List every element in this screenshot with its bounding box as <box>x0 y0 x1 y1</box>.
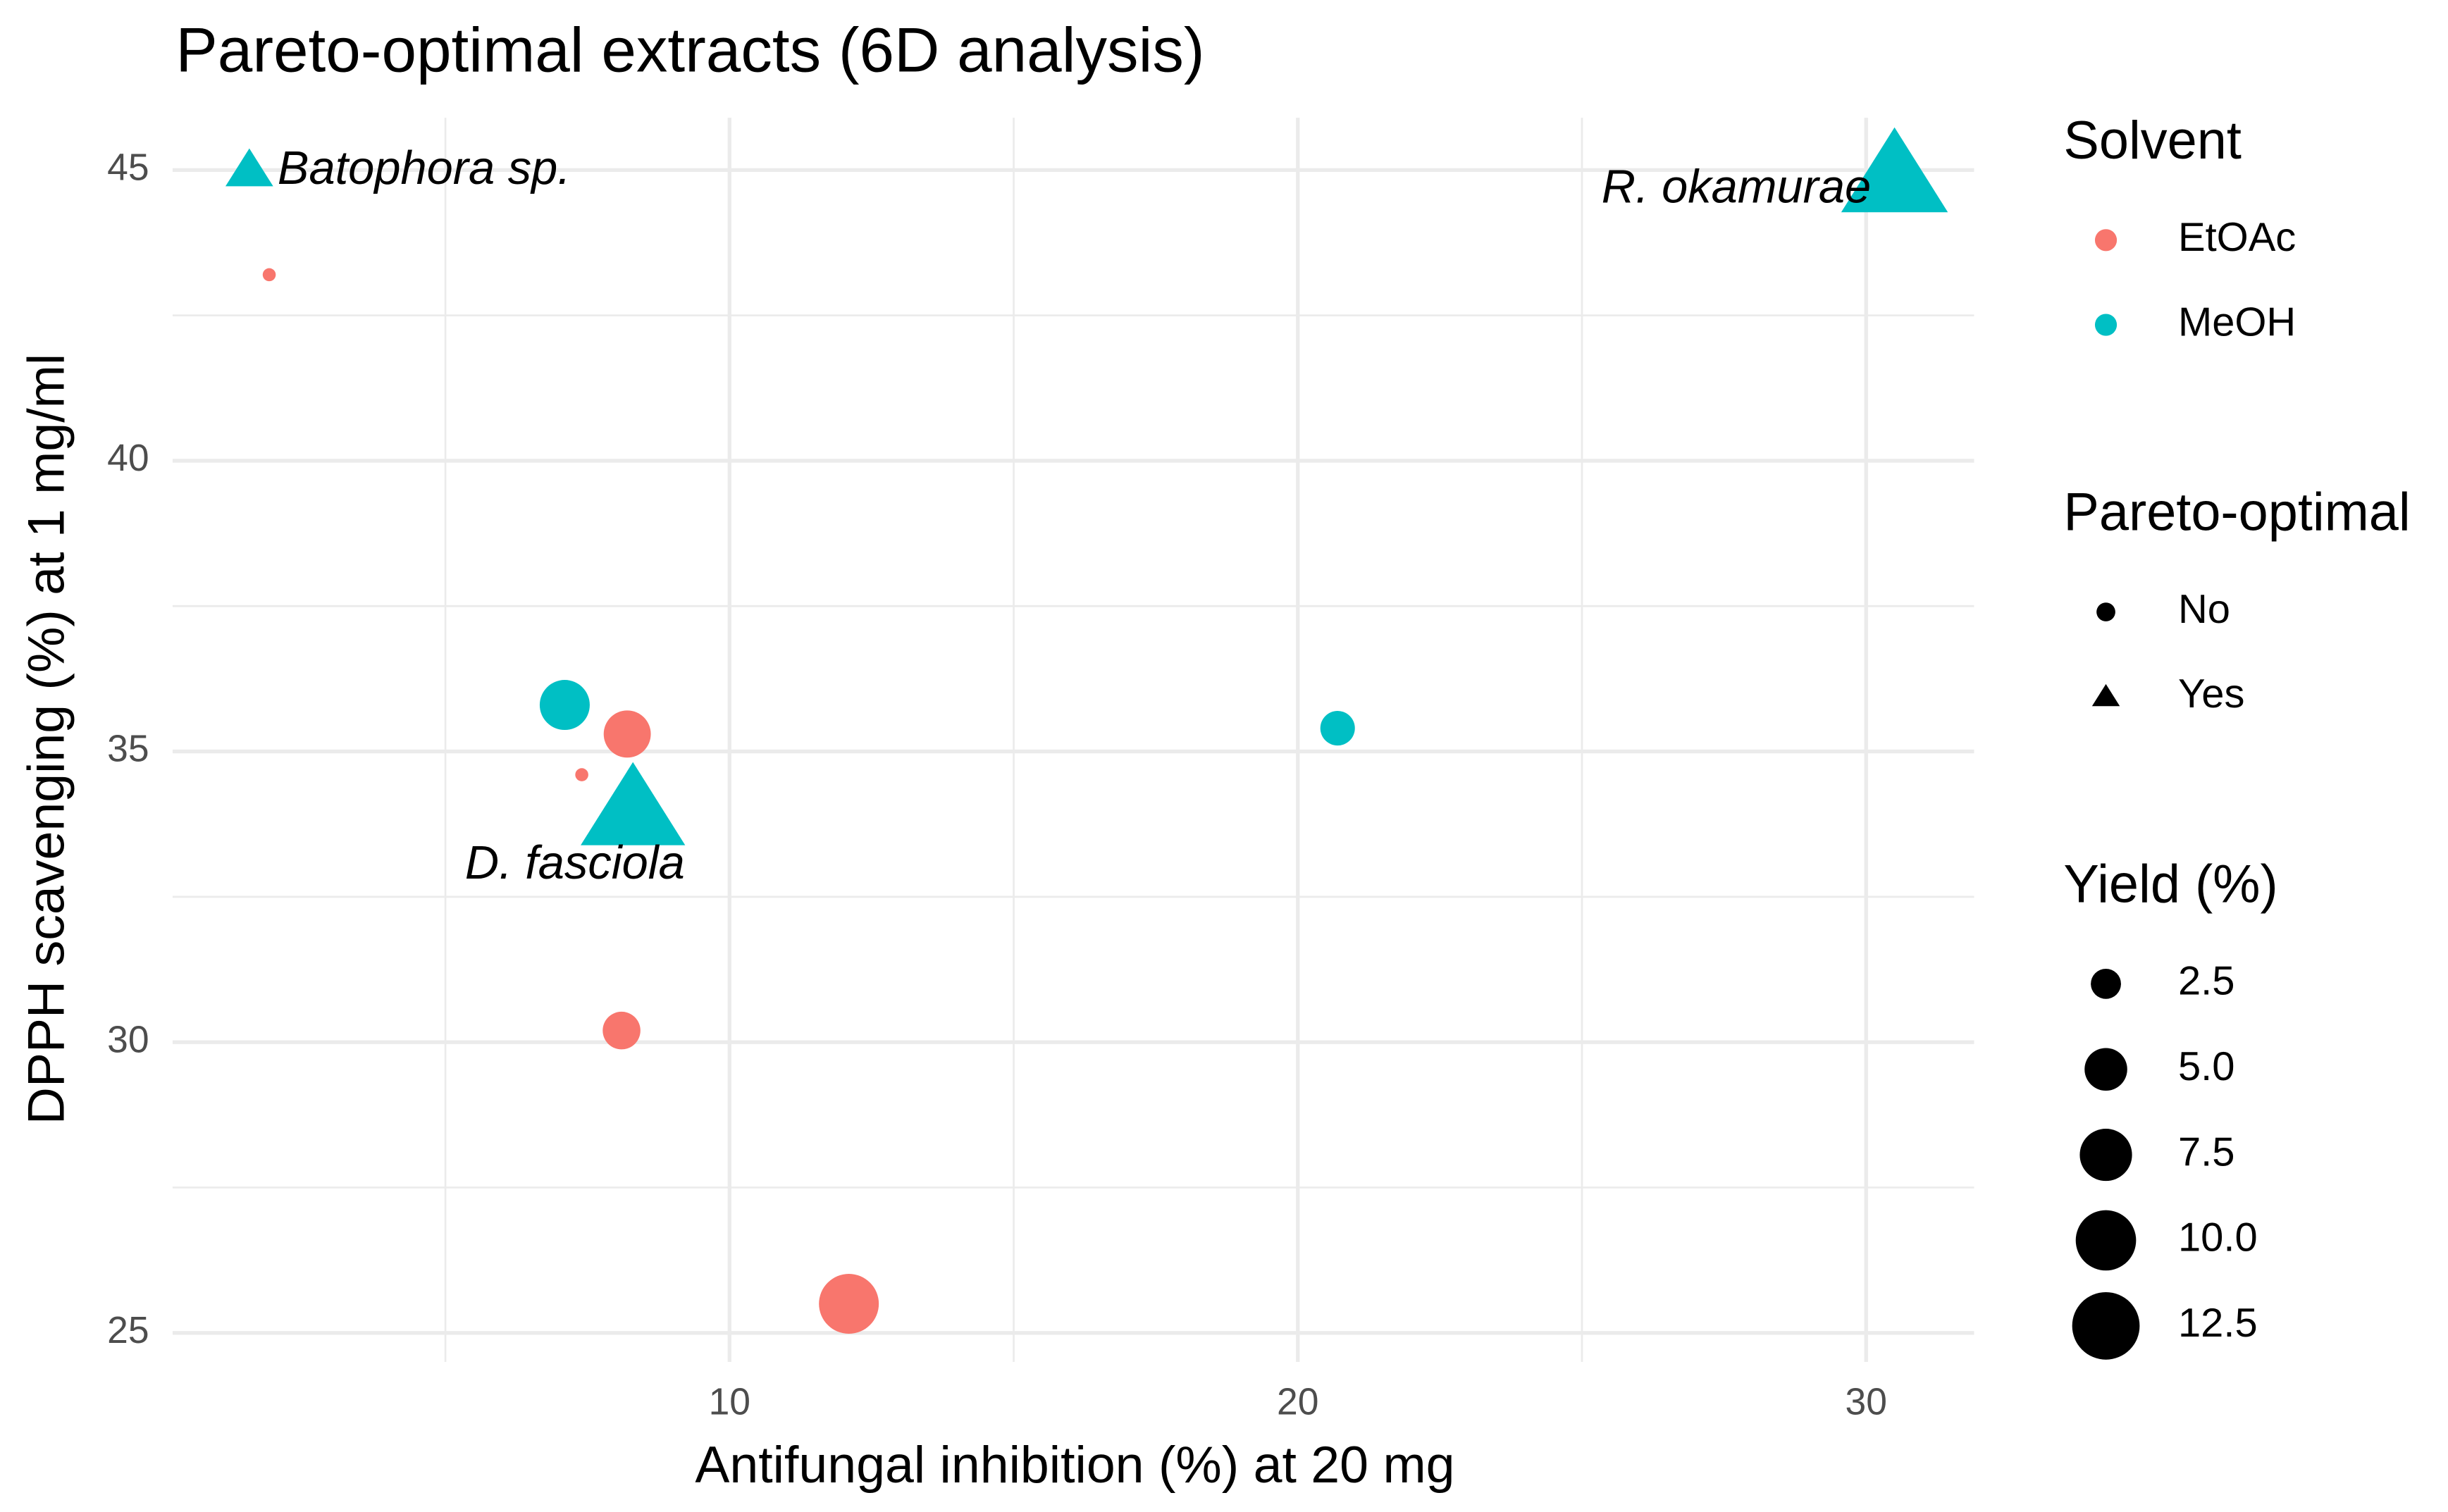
legend-marker <box>2094 314 2118 336</box>
chart-title: Pareto-optimal extracts (6D analysis) <box>175 15 1204 85</box>
legend-marker <box>2094 229 2118 252</box>
point-triangle <box>225 148 273 187</box>
size-legend-marker <box>2072 1291 2140 1360</box>
legend-label: No <box>2178 587 2230 632</box>
x-tick-label: 10 <box>709 1381 750 1423</box>
size-legend-marker <box>2091 968 2121 999</box>
point <box>262 268 276 282</box>
grid <box>172 118 1974 1363</box>
size-legend-label: 5.0 <box>2178 1044 2234 1089</box>
size-legend-marker <box>2079 1129 2132 1182</box>
size-legend-marker <box>2075 1210 2137 1271</box>
x-axis-title: Antifungal inhibition (%) at 20 mg <box>695 1435 1454 1494</box>
legend-label: EtOAc <box>2178 215 2296 260</box>
point-triangle <box>1841 127 1948 213</box>
x-tick-label: 20 <box>1277 1381 1318 1423</box>
legend-marker <box>2091 683 2120 707</box>
y-tick-label: 40 <box>107 438 149 479</box>
legend-label: MeOH <box>2178 299 2296 345</box>
size-legend-label: 12.5 <box>2178 1301 2258 1346</box>
point-label: R. okamurae <box>1602 161 1871 213</box>
size-legend-label: 10.0 <box>2178 1215 2258 1260</box>
point <box>603 710 651 758</box>
y-axis-title: DPPH scavenging (%) at 1 mg/ml <box>17 354 75 1124</box>
point <box>602 1011 641 1050</box>
legend-label: Yes <box>2178 671 2244 717</box>
point-label: Batophora sp. <box>278 142 571 194</box>
point <box>575 768 588 781</box>
y-tick-label: 45 <box>107 147 149 188</box>
x-tick-label: 30 <box>1846 1381 1887 1423</box>
point <box>539 680 590 731</box>
point <box>819 1274 879 1334</box>
legend-title: Solvent <box>2063 111 2242 171</box>
y-tick-label: 35 <box>107 729 149 770</box>
size-legend-title: Yield (%) <box>2063 855 2277 915</box>
legend-marker <box>2096 602 2115 621</box>
y-tick-label: 30 <box>107 1019 149 1060</box>
point-label: D. fasciola <box>465 837 685 889</box>
point <box>1320 711 1355 746</box>
point-triangle <box>581 762 686 845</box>
shape-legend-title: Pareto-optimal <box>2063 483 2410 543</box>
size-legend-label: 2.5 <box>2178 959 2234 1004</box>
y-tick-label: 25 <box>107 1310 149 1351</box>
size-legend-label: 7.5 <box>2178 1129 2234 1175</box>
size-legend-marker <box>2084 1048 2127 1091</box>
